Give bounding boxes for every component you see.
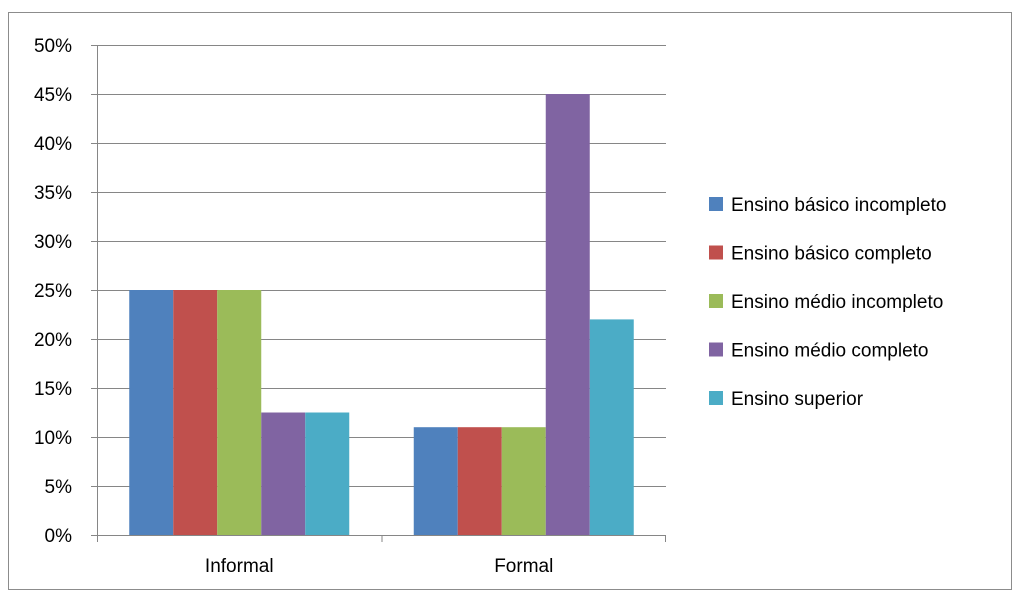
legend-label: Ensino superior	[731, 389, 864, 410]
bar	[261, 412, 306, 535]
bar	[589, 319, 634, 535]
y-tick-label: 20%	[34, 330, 72, 351]
y-tick-label: 30%	[34, 232, 72, 253]
bar	[129, 290, 174, 535]
y-tick-label: 40%	[34, 134, 72, 155]
bar	[305, 412, 350, 535]
bar	[173, 290, 218, 535]
bar	[413, 427, 458, 535]
y-tick-label: 25%	[34, 281, 72, 302]
legend-swatch	[709, 245, 723, 260]
bar	[217, 290, 262, 535]
legend-item: Ensino básico completo	[709, 244, 932, 265]
legend-swatch	[709, 197, 723, 211]
y-tick-label: 5%	[45, 477, 73, 498]
legend-label: Ensino básico incompleto	[731, 195, 946, 216]
y-tick-label: 10%	[34, 428, 72, 449]
legend-item: Ensino superior	[709, 389, 864, 410]
legend-item: Ensino médio completo	[709, 341, 929, 362]
legend-label: Ensino médio completo	[731, 341, 929, 362]
legend-label: Ensino básico completo	[731, 244, 932, 265]
y-tick-label: 50%	[34, 36, 72, 57]
legend: Ensino básico incompleto Ensino básico co…	[709, 195, 946, 410]
legend-item: Ensino básico incompleto	[709, 195, 946, 216]
axes	[97, 45, 666, 536]
y-tick-label: 0%	[45, 526, 73, 547]
legend-swatch	[709, 294, 723, 308]
legend-swatch	[709, 391, 723, 405]
y-tick-label: 15%	[34, 379, 72, 400]
bar	[501, 427, 546, 535]
x-tick-label: Informal	[205, 556, 274, 577]
legend-label: Ensino médio incompleto	[731, 292, 943, 313]
bar	[545, 94, 590, 535]
x-axis-tick-labels: Informal Formal	[205, 556, 553, 577]
legend-item: Ensino médio incompleto	[709, 292, 943, 313]
bars	[129, 94, 634, 535]
y-tick-label: 45%	[34, 85, 72, 106]
legend-swatch	[709, 342, 723, 357]
y-axis-tick-labels: 0% 5% 10% 15% 20% 25% 30% 35% 40% 45% 50%	[34, 36, 72, 547]
y-tick-label: 35%	[34, 183, 72, 204]
x-tick-label: Formal	[494, 556, 553, 577]
bar	[457, 427, 502, 535]
